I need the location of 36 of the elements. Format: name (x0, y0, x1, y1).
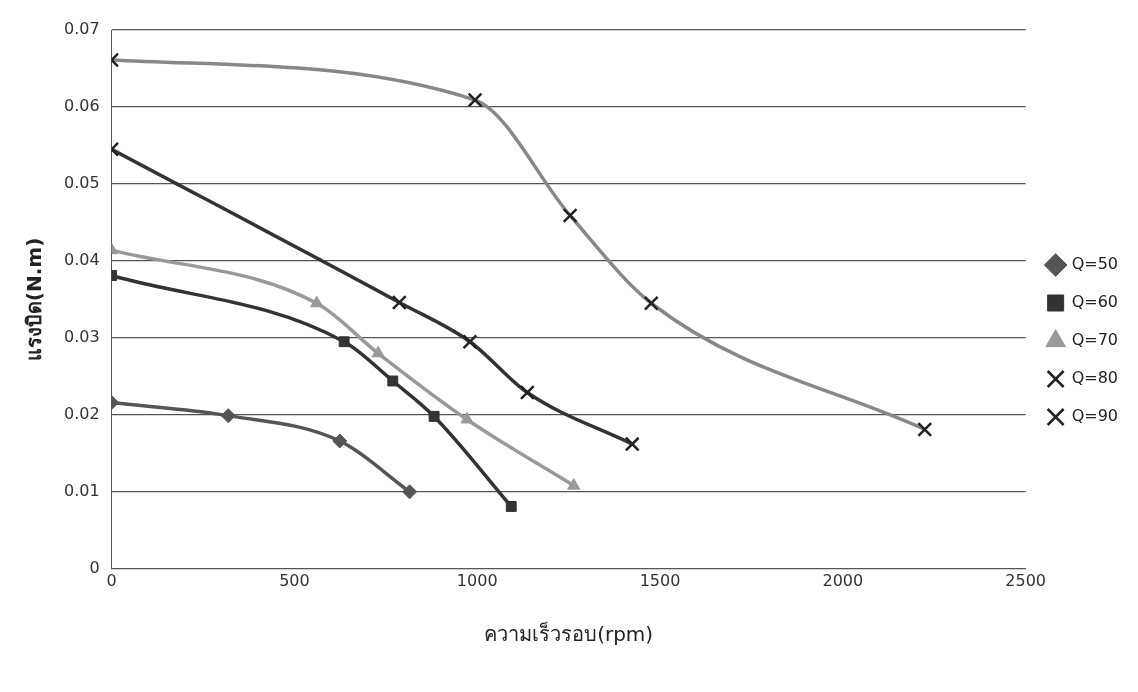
point (428, 410, 440, 422)
point (567, 478, 581, 490)
point (332, 433, 348, 449)
point (387, 375, 399, 387)
y-tick-label: 0.07 (64, 19, 100, 39)
point (624, 436, 640, 452)
legend-label: Q=50 (1071, 254, 1118, 274)
y-axis-title: แรงบิด(N.m) (22, 237, 47, 362)
x-tick-label: 500 (279, 570, 310, 590)
point (310, 295, 324, 308)
point (371, 345, 385, 358)
point (391, 294, 407, 311)
x-tick-label: 1000 (456, 570, 498, 590)
y-tick-label: 0.01 (64, 480, 100, 500)
y-tick-label: 0.03 (64, 327, 100, 347)
x-tick-label: 0 (106, 570, 117, 590)
point (460, 411, 474, 424)
point (519, 384, 535, 401)
y-tick-label: 0.04 (64, 250, 100, 270)
x-tick-label: 2500 (1005, 570, 1046, 590)
y-tick-label: 0.06 (64, 96, 100, 116)
point (402, 484, 418, 500)
point (462, 334, 478, 350)
legend-label: Q=80 (1071, 368, 1118, 388)
y-tick-label: 0 (89, 557, 100, 577)
x-tick-label: 2000 (822, 570, 864, 590)
point (338, 336, 350, 348)
y-tick-label: 0.05 (64, 173, 100, 193)
x-axis-title: ความเร็วรอบ(rpm) (484, 621, 654, 647)
point (505, 501, 517, 512)
x-tick-label: 1500 (639, 570, 681, 590)
legend-label: Q=60 (1071, 292, 1118, 312)
legend-label: Q=90 (1071, 406, 1118, 426)
legend-label: Q=70 (1071, 330, 1118, 350)
point (220, 408, 236, 424)
y-tick-label: 0.02 (64, 404, 100, 424)
